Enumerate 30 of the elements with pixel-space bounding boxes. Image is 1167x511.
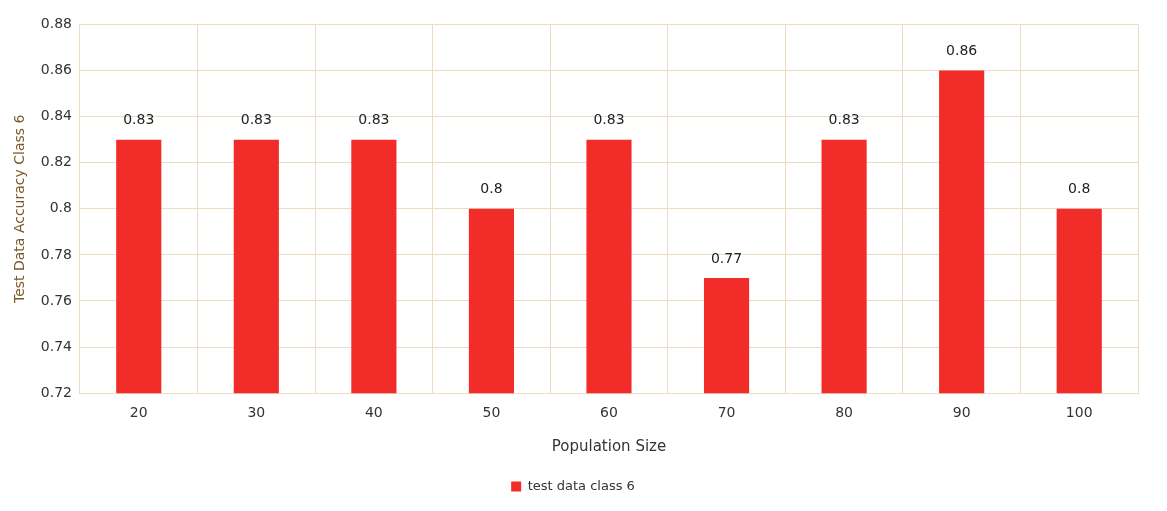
x-tick-label: 30 bbox=[247, 404, 266, 421]
y-tick-label: 0.88 bbox=[40, 15, 72, 32]
y-axis-title: Test Data Accuracy Class 6 bbox=[11, 114, 28, 305]
x-tick-label: 60 bbox=[600, 404, 618, 421]
y-tick-label: 0.82 bbox=[40, 153, 72, 170]
data-label: 0.8 bbox=[1068, 180, 1091, 197]
y-tick-label: 0.78 bbox=[40, 245, 72, 262]
data-label: 0.83 bbox=[828, 111, 860, 128]
y-tick-label: 0.74 bbox=[40, 337, 73, 354]
y-tick-label: 0.8 bbox=[49, 199, 72, 216]
x-tick-label: 70 bbox=[717, 404, 736, 421]
x-tick-label: 20 bbox=[129, 404, 148, 421]
legend-label: test data class 6 bbox=[527, 477, 635, 493]
data-label: 0.77 bbox=[710, 249, 743, 266]
y-tick-label: 0.86 bbox=[40, 61, 73, 78]
x-tick-label: 40 bbox=[364, 404, 383, 421]
data-label: 0.8 bbox=[480, 180, 503, 197]
y-tick-label: 0.72 bbox=[40, 383, 72, 400]
x-tick-label: 80 bbox=[835, 404, 854, 421]
x-tick-label: 100 bbox=[1065, 404, 1093, 421]
data-label: 0.83 bbox=[123, 111, 155, 128]
data-label: 0.83 bbox=[358, 111, 390, 128]
y-tick-label: 0.76 bbox=[40, 291, 73, 308]
y-tick-label: 0.84 bbox=[40, 107, 73, 124]
data-label: 0.86 bbox=[946, 42, 978, 59]
x-tick-label: 90 bbox=[952, 404, 971, 421]
data-label: 0.83 bbox=[593, 111, 625, 128]
x-axis-title: Population Size bbox=[551, 436, 667, 455]
data-label: 0.83 bbox=[240, 111, 272, 128]
x-tick-label: 50 bbox=[482, 404, 501, 421]
